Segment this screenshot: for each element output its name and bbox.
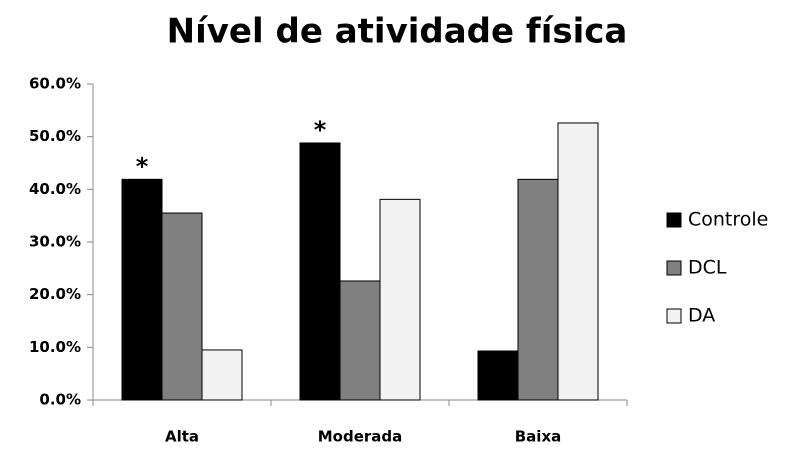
y-tick-label: 0.0%: [39, 391, 81, 409]
legend-label: DA: [688, 305, 715, 327]
y-tick-label: 50.0%: [29, 127, 81, 145]
y-tick-label: 20.0%: [29, 285, 81, 303]
legend-label: DCL: [688, 257, 727, 279]
legend-swatch: [666, 212, 682, 228]
y-tick-label: 60.0%: [29, 75, 81, 93]
y-tick-label: 40.0%: [29, 180, 81, 198]
y-tick-label: 30.0%: [29, 233, 81, 251]
bar: [299, 142, 341, 401]
annotation: *: [136, 152, 149, 180]
bar: [517, 178, 559, 401]
legend-swatch: [666, 260, 682, 276]
annotation: *: [314, 116, 327, 144]
x-tick-label: Alta: [165, 428, 199, 446]
y-tick-label: 10.0%: [29, 338, 81, 356]
bar: [161, 212, 203, 401]
x-tick-label: Moderada: [318, 428, 403, 446]
bar: [121, 178, 163, 401]
bar: [557, 122, 599, 401]
chart-title: Nível de atividade física: [167, 12, 628, 52]
legend-label: Controle: [688, 209, 768, 231]
bar: [477, 350, 519, 401]
bar: [379, 198, 421, 401]
bar: [339, 280, 381, 401]
legend-swatch: [666, 308, 682, 324]
bar: [201, 349, 243, 401]
x-tick-label: Baixa: [515, 428, 562, 446]
